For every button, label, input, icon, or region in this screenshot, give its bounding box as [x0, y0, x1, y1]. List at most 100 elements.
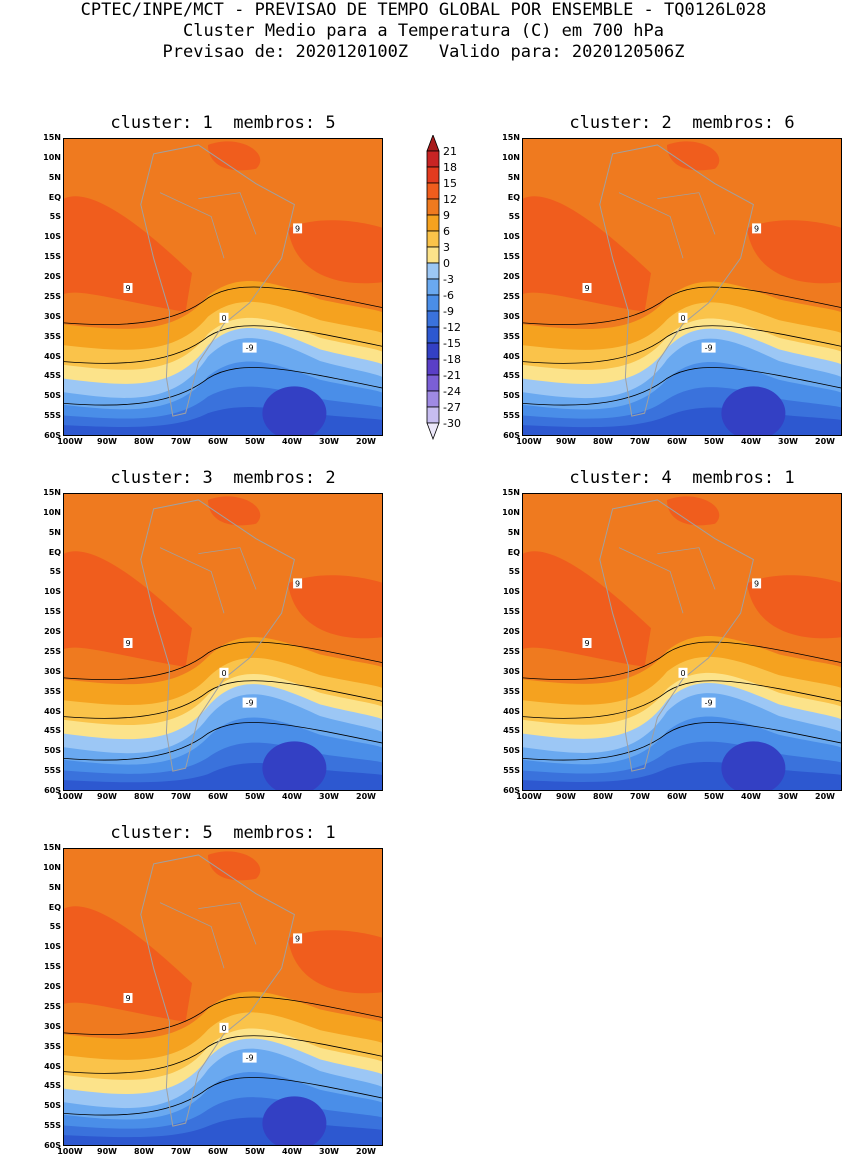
- longitude-tick-label: 80W: [134, 792, 154, 801]
- latitude-tick-label: 15S: [503, 252, 520, 262]
- svg-text:0: 0: [680, 669, 685, 678]
- longitude-tick-label: 20W: [815, 792, 835, 801]
- svg-text:0: 0: [221, 314, 226, 323]
- colorbar-label: -24: [443, 385, 461, 398]
- svg-text:-9: -9: [246, 1054, 254, 1063]
- longitude-tick-label: 20W: [356, 437, 376, 446]
- longitude-tick-label: 50W: [704, 437, 724, 446]
- latitude-tick-label: 10N: [502, 507, 520, 517]
- longitude-tick-label: 30W: [319, 437, 339, 446]
- colorbar-label: 15: [443, 177, 457, 190]
- longitude-tick-label: 50W: [245, 1147, 265, 1156]
- longitude-tick-label: 60W: [667, 437, 687, 446]
- latitude-tick-label: 15N: [502, 133, 520, 142]
- latitude-tick-label: 15S: [503, 607, 520, 617]
- longitude-tick-label: 80W: [134, 437, 154, 446]
- longitude-tick-label: 100W: [516, 437, 542, 446]
- latitude-tick-label: EQ: [48, 902, 61, 912]
- temperature-map: 9 0 -9 9: [522, 138, 842, 436]
- colorbar-label: -21: [443, 369, 461, 382]
- longitude-tick-label: 40W: [282, 437, 302, 446]
- longitude-tick-label: 40W: [741, 437, 761, 446]
- latitude-tick-label: 55S: [44, 411, 61, 421]
- longitude-tick-label: 40W: [282, 1147, 302, 1156]
- colorbar-label: -3: [443, 273, 454, 286]
- latitude-tick-label: 30S: [44, 1021, 61, 1031]
- longitude-tick-label: 30W: [778, 792, 798, 801]
- latitude-tick-label: 40S: [503, 351, 520, 361]
- temperature-map: 9 0 -9 9: [63, 493, 383, 791]
- cluster-title: cluster: 5 membros: 1: [110, 823, 336, 843]
- latitude-tick-label: 60S: [503, 786, 520, 795]
- latitude-tick-label: 25S: [44, 1001, 61, 1011]
- latitude-tick-label: 35S: [44, 686, 61, 696]
- svg-text:9: 9: [754, 579, 759, 588]
- latitude-tick-label: 20S: [503, 272, 520, 282]
- colorbar: 21 18 15 12 9 6 3 0 -3 -6 -9 -12 -15 -18 -21 -24 -27 -30: [425, 133, 485, 445]
- latitude-tick-label: 10N: [43, 862, 61, 872]
- longitude-tick-label: 20W: [356, 792, 376, 801]
- longitude-tick-label: 60W: [667, 792, 687, 801]
- svg-text:9: 9: [125, 639, 130, 648]
- cluster-title: cluster: 3 membros: 2: [110, 468, 336, 488]
- svg-text:9: 9: [754, 224, 759, 233]
- latitude-tick-label: 25S: [503, 646, 520, 656]
- colorbar-label: 9: [443, 209, 450, 222]
- latitude-tick-label: 25S: [44, 646, 61, 656]
- latitude-tick-label: EQ: [48, 547, 61, 557]
- latitude-tick-label: 10S: [44, 942, 61, 952]
- latitude-tick-label: 40S: [44, 1061, 61, 1071]
- latitude-tick-label: 40S: [44, 351, 61, 361]
- longitude-tick-label: 50W: [704, 792, 724, 801]
- longitude-tick-label: 100W: [57, 437, 83, 446]
- latitude-tick-label: 55S: [44, 766, 61, 776]
- colorbar-label: 21: [443, 145, 457, 158]
- colorbar-label: -30: [443, 417, 461, 430]
- colorbar-label: -9: [443, 305, 454, 318]
- latitude-tick-label: 10N: [502, 152, 520, 162]
- svg-text:-9: -9: [705, 344, 713, 353]
- latitude-tick-label: 45S: [503, 726, 520, 736]
- cluster-title: cluster: 2 membros: 6: [569, 113, 795, 133]
- cluster-title: cluster: 1 membros: 5: [110, 113, 336, 133]
- longitude-tick-label: 80W: [134, 1147, 154, 1156]
- latitude-tick-label: 15S: [44, 252, 61, 262]
- latitude-tick-label: 30S: [44, 311, 61, 321]
- longitude-tick-label: 70W: [171, 1147, 191, 1156]
- longitude-tick-label: 70W: [630, 437, 650, 446]
- latitude-tick-label: 10S: [503, 232, 520, 242]
- longitude-tick-label: 90W: [556, 792, 576, 801]
- longitude-tick-label: 90W: [97, 792, 117, 801]
- latitude-tick-label: 5S: [49, 922, 61, 932]
- latitude-tick-label: EQ: [507, 547, 520, 557]
- latitude-tick-label: 30S: [503, 666, 520, 676]
- latitude-tick-label: 15N: [43, 843, 61, 852]
- latitude-tick-label: 50S: [503, 746, 520, 756]
- svg-text:0: 0: [221, 1024, 226, 1033]
- colorbar-label: 18: [443, 161, 457, 174]
- svg-text:9: 9: [295, 934, 300, 943]
- latitude-tick-label: 20S: [44, 982, 61, 992]
- longitude-tick-label: 70W: [171, 437, 191, 446]
- longitude-tick-label: 20W: [356, 1147, 376, 1156]
- latitude-tick-label: 10N: [43, 152, 61, 162]
- latitude-tick-label: 45S: [44, 371, 61, 381]
- svg-text:9: 9: [125, 994, 130, 1003]
- latitude-tick-label: 10S: [44, 232, 61, 242]
- latitude-tick-label: 45S: [503, 371, 520, 381]
- latitude-tick-label: 5S: [49, 212, 61, 222]
- svg-text:9: 9: [584, 639, 589, 648]
- latitude-tick-label: 30S: [44, 666, 61, 676]
- latitude-tick-label: 45S: [44, 726, 61, 736]
- latitude-tick-label: 50S: [44, 746, 61, 756]
- latitude-tick-label: 15S: [44, 607, 61, 617]
- longitude-tick-label: 50W: [245, 437, 265, 446]
- colorbar-label: 0: [443, 257, 450, 270]
- cluster-title: cluster: 4 membros: 1: [569, 468, 795, 488]
- latitude-tick-label: 15S: [44, 962, 61, 972]
- latitude-tick-label: 30S: [503, 311, 520, 321]
- latitude-tick-label: 35S: [44, 331, 61, 341]
- subtitle: Cluster Medio para a Temperatura (C) em …: [182, 21, 665, 41]
- colorbar-label: -18: [443, 353, 461, 366]
- latitude-tick-label: 5S: [508, 567, 520, 577]
